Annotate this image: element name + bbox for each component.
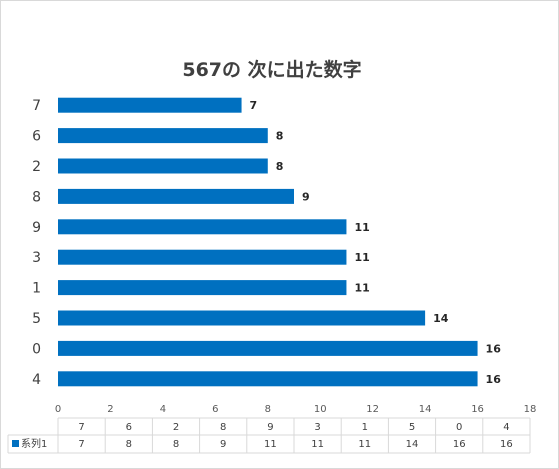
data-label: 11 xyxy=(354,221,369,234)
x-tick-label: 14 xyxy=(419,404,432,415)
x-tick-label: 12 xyxy=(366,404,379,415)
table-header-cell: 8 xyxy=(220,422,226,433)
table-header-cell: 7 xyxy=(78,422,84,433)
bar xyxy=(58,219,347,235)
category-label: 7 xyxy=(32,98,41,114)
table-header-cell: 4 xyxy=(503,422,509,433)
category-label: 4 xyxy=(32,372,41,388)
data-label: 8 xyxy=(276,160,284,173)
category-label: 2 xyxy=(32,159,41,175)
data-label: 16 xyxy=(486,373,502,386)
bar xyxy=(58,249,347,265)
x-tick-label: 16 xyxy=(471,404,484,415)
data-label: 14 xyxy=(433,312,449,325)
bar xyxy=(58,158,268,174)
data-label: 11 xyxy=(354,251,369,264)
category-label: 9 xyxy=(32,220,41,236)
bar xyxy=(58,280,347,296)
data-label: 7 xyxy=(250,99,258,112)
x-tick-label: 10 xyxy=(314,404,327,415)
data-label: 16 xyxy=(486,342,502,355)
bar xyxy=(58,310,426,326)
table-header-cell: 2 xyxy=(173,422,179,433)
table-value-cell: 11 xyxy=(358,439,371,450)
table-value-cell: 14 xyxy=(406,439,419,450)
bar xyxy=(58,340,478,356)
table-header-cell: 3 xyxy=(314,422,320,433)
table-header-cell: 5 xyxy=(409,422,415,433)
bar xyxy=(58,188,294,204)
table-header-cell: 9 xyxy=(267,422,273,433)
x-tick-label: 0 xyxy=(55,404,61,415)
category-label: 3 xyxy=(32,250,41,266)
x-tick-label: 2 xyxy=(107,404,113,415)
x-tick-label: 4 xyxy=(160,404,166,415)
table-header-cell: 6 xyxy=(126,422,132,433)
table-value-cell: 16 xyxy=(500,439,513,450)
legend-key xyxy=(12,440,19,447)
category-label: 0 xyxy=(32,341,41,357)
x-tick-label: 6 xyxy=(212,404,218,415)
chart-title: 567の 次に出た数字 xyxy=(182,58,361,81)
bar xyxy=(58,371,478,387)
table-value-cell: 8 xyxy=(173,439,179,450)
table-value-cell: 11 xyxy=(264,439,277,450)
table-value-cell: 11 xyxy=(311,439,324,450)
category-label: 5 xyxy=(32,311,41,327)
table-value-cell: 8 xyxy=(126,439,132,450)
x-tick-label: 8 xyxy=(265,404,271,415)
table-header-cell: 1 xyxy=(362,422,368,433)
table-value-cell: 7 xyxy=(78,439,84,450)
bar xyxy=(58,128,268,144)
table-value-cell: 9 xyxy=(220,439,226,450)
table-header-cell: 0 xyxy=(456,422,462,433)
bar xyxy=(58,97,242,113)
category-label: 6 xyxy=(32,129,41,145)
table-value-cell: 16 xyxy=(453,439,466,450)
data-label: 8 xyxy=(276,130,284,143)
category-label: 1 xyxy=(32,281,41,297)
x-axis: 0 2 4 6 8 10 12 14 16 18 xyxy=(55,404,537,415)
data-label: 11 xyxy=(354,282,369,295)
category-label: 8 xyxy=(32,189,41,205)
data-label: 9 xyxy=(302,190,310,203)
bars-layer: 4 160 165 141 113 119 118 92 86 87 7 xyxy=(32,97,502,388)
series-name: 系列1 xyxy=(21,437,47,450)
x-tick-label: 18 xyxy=(524,404,537,415)
